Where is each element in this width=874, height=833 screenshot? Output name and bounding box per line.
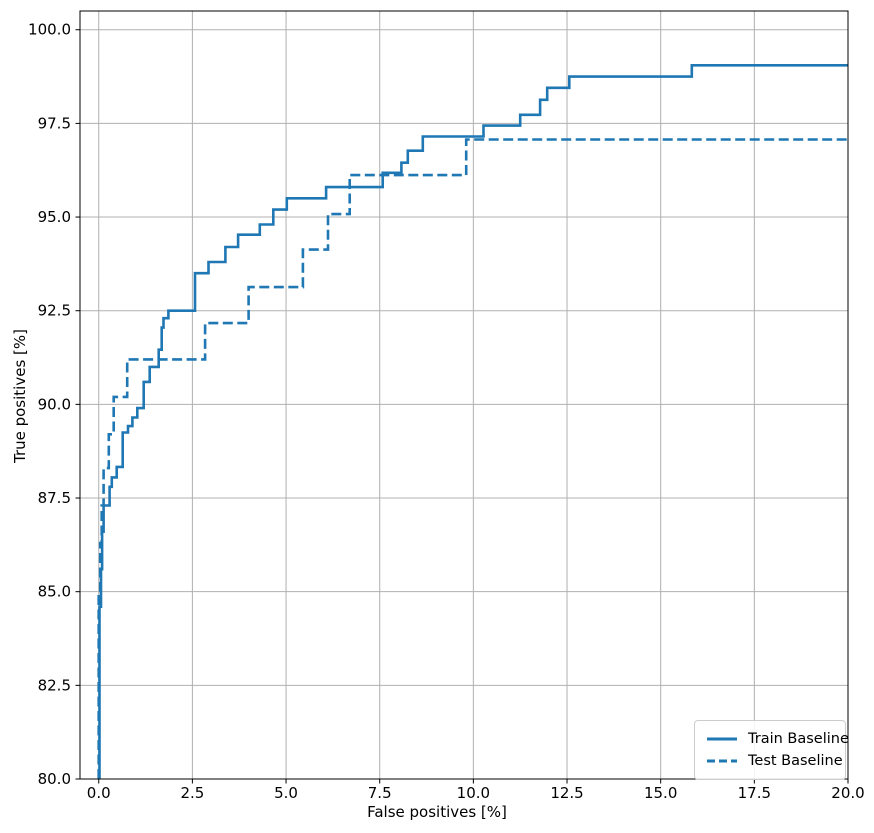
x-axis-label: False positives [%] [367,803,507,821]
legend: Train Baseline Test Baseline [694,720,849,780]
series-test [97,138,848,779]
dashed-line-icon [707,759,737,763]
y-tick-label: 82.5 [38,676,71,694]
x-tick-label: 0.0 [87,784,111,802]
y-tick-label: 95.0 [38,208,71,226]
legend-label-test: Test Baseline [748,753,843,769]
y-tick-label: 85.0 [38,583,71,601]
x-tick-label: 15.0 [644,784,677,802]
x-tick-label: 17.5 [738,784,771,802]
y-tick-label: 97.5 [38,114,71,132]
y-tick-label: 87.5 [38,489,71,507]
legend-item-train: Train Baseline [705,728,849,750]
legend-item-test: Test Baseline [705,750,843,772]
y-tick-label: 90.0 [38,395,71,413]
x-tick-label: 2.5 [180,784,204,802]
x-tick-label: 5.0 [274,784,298,802]
plot-border [79,10,849,780]
y-axis-label: True positives [%] [11,329,29,464]
solid-line-icon [707,737,737,741]
y-tick-label: 80.0 [38,770,71,788]
legend-label-train: Train Baseline [748,731,849,747]
x-tick-label: 12.5 [550,784,583,802]
x-tick-label: 7.5 [368,784,392,802]
series-train [98,64,848,779]
y-tick-label: 92.5 [38,302,71,320]
x-tick-label: 20.0 [831,784,864,802]
x-tick-label: 10.0 [457,784,490,802]
y-tick-label: 100.0 [28,21,71,39]
